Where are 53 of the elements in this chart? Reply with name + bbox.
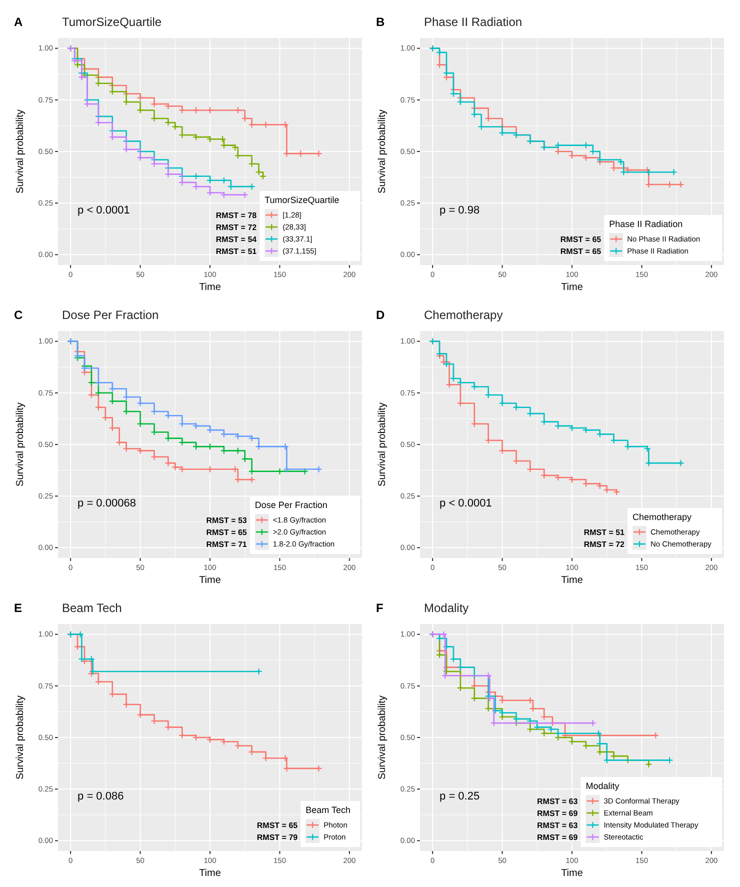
annotation: RMST = 65	[256, 820, 298, 830]
chart-title: Dose Per Fraction	[62, 308, 159, 322]
annotation: RMST = 78	[216, 210, 258, 220]
annotation: p < 0.0001	[440, 497, 492, 510]
text: D	[376, 308, 385, 322]
annotation: RMST = 69	[537, 808, 578, 818]
x-axis-title: Time	[561, 575, 584, 586]
text: E	[14, 601, 22, 615]
text: B	[376, 15, 385, 29]
y-axis-title: Survival probability	[377, 402, 388, 486]
chart-title: Beam Tech	[62, 601, 122, 615]
text: A	[14, 15, 23, 29]
x-axis-title: Time	[199, 575, 222, 586]
annotation: RMST = 79	[256, 832, 298, 842]
annotation: p = 0.00068	[78, 497, 136, 510]
text: F	[376, 601, 384, 615]
legend-title: Modality	[586, 781, 620, 791]
annotation: RMST = 65	[560, 246, 602, 256]
annotation: RMST = 65	[206, 528, 248, 537]
annotation: RMST = 63	[537, 796, 578, 806]
chart-title: Chemotherapy	[424, 308, 503, 322]
legend-title: Dose Per Fraction	[254, 500, 328, 510]
annotation: RMST = 51	[584, 528, 626, 537]
y-axis-title: Survival probability	[377, 696, 388, 780]
annotation: p < 0.0001	[78, 204, 130, 216]
x-axis-title: Time	[199, 868, 222, 879]
x-axis-title: Time	[561, 282, 584, 293]
legend-title: Chemotherapy	[632, 512, 692, 522]
annotation: RMST = 72	[584, 540, 626, 549]
legend-title: Beam Tech	[306, 805, 350, 815]
annotation: p = 0.25	[440, 790, 480, 802]
annotation: p = 0.98	[440, 204, 480, 216]
chart-title: Modality	[424, 601, 469, 615]
chart-title: Phase II Radiation	[424, 15, 522, 29]
annotation: RMST = 53	[206, 516, 248, 525]
annotation: RMST = 65	[560, 234, 602, 244]
y-axis-title: Survival probability	[377, 110, 388, 194]
annotation: RMST = 63	[537, 820, 578, 830]
legend-title: TumorSizeQuartile	[264, 195, 340, 205]
text: C	[14, 308, 23, 322]
chart-title: TumorSizeQuartile	[62, 15, 162, 29]
annotation: RMST = 71	[206, 540, 248, 549]
legend-title: Phase II Radiation	[609, 219, 683, 229]
annotation: p = 0.086	[78, 790, 124, 802]
annotation: RMST = 72	[216, 222, 258, 232]
y-axis-title: Survival probability	[15, 402, 26, 486]
annotation: RMST = 51	[216, 246, 258, 256]
annotation: RMST = 54	[216, 234, 258, 244]
x-axis-title: Time	[561, 868, 584, 879]
x-axis-title: Time	[199, 282, 222, 293]
annotation: RMST = 69	[537, 832, 578, 842]
y-axis-title: Survival probability	[15, 110, 26, 194]
y-axis-title: Survival probability	[15, 696, 26, 780]
